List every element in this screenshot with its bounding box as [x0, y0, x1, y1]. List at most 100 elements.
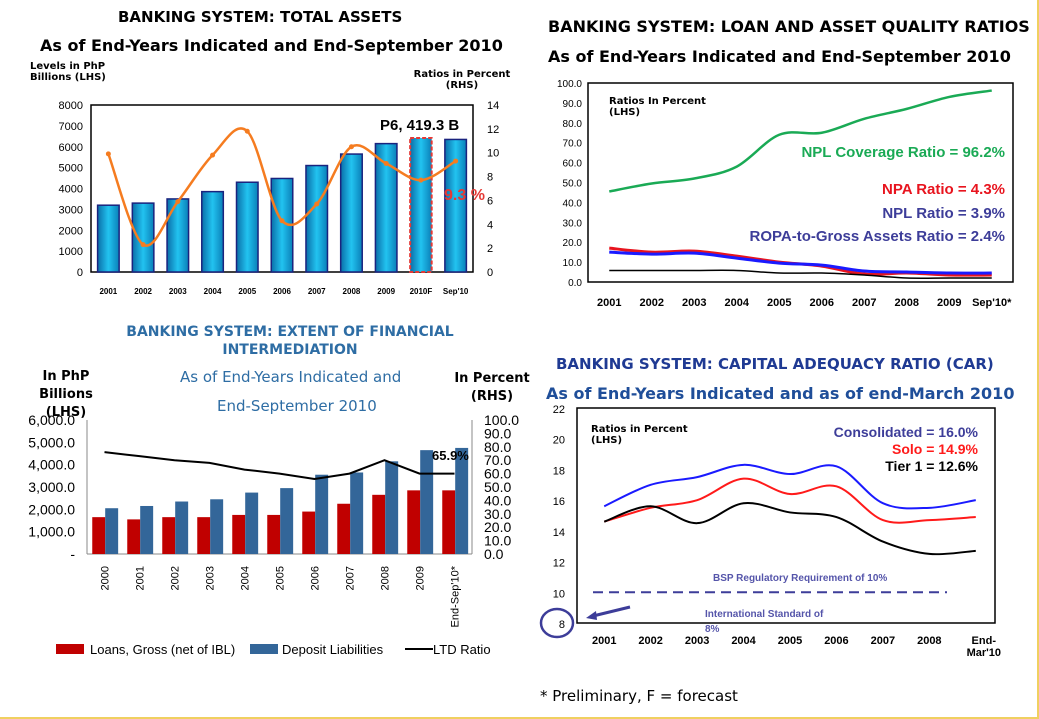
- intermediation-y2-tick: 80.0: [484, 439, 511, 455]
- quality-plot-area: [587, 82, 1014, 283]
- quality-y-tick: 90.0: [563, 99, 583, 110]
- car-x-tick: 2006: [824, 635, 848, 647]
- car-series-label: Consolidated = 16.0%: [834, 424, 979, 440]
- assets-y2-tick: 14: [487, 100, 499, 112]
- assets-ratio-point: [348, 144, 354, 150]
- quality-y-tick: 30.0: [563, 218, 583, 229]
- car-y-tick: 12: [553, 558, 565, 570]
- deposits-bar: [455, 447, 469, 554]
- loans-bar: [302, 511, 316, 554]
- legend-label: LTD Ratio: [433, 642, 491, 657]
- intermediation-subtitle-2: End-September 2010: [217, 397, 377, 415]
- quality-y-tick: 40.0: [563, 198, 583, 209]
- intermediation-title: BANKING SYSTEM: EXTENT OF FINANCIAL INTE…: [126, 324, 454, 358]
- loans-bar: [127, 519, 141, 554]
- loans-bar: [232, 514, 246, 554]
- assets-ratio-point: [279, 218, 285, 224]
- assets-x-tick: 2001: [99, 287, 117, 296]
- intermediation-y2-tick: 100.0: [484, 412, 519, 428]
- intl-standard-circle: [539, 607, 575, 639]
- assets-x-tick: 2005: [238, 287, 256, 296]
- quality-x-tick: 2002: [640, 297, 664, 309]
- car-x-tick: 2001: [592, 635, 616, 647]
- legend-label: Deposit Liabilities: [282, 642, 384, 657]
- ltd-ratio-line: [104, 451, 455, 480]
- quality-y-tick: 20.0: [563, 238, 583, 249]
- quality-y-tick: 80.0: [563, 119, 583, 130]
- quality-series-label: NPA Ratio = 4.3%: [882, 181, 1005, 198]
- quality-x-tick: 2004: [725, 297, 750, 309]
- quality-x-tick: 2006: [810, 297, 834, 309]
- intermediation-y-tick: 1,000.0: [28, 524, 75, 540]
- assets-x-tick: 2008: [343, 287, 361, 296]
- assets-bar: [305, 164, 329, 273]
- intermediation-x-tick: 2004: [240, 566, 252, 590]
- intermediation-y2-tick: 50.0: [484, 479, 511, 495]
- quality-series-label: NPL Ratio = 3.9%: [882, 205, 1005, 222]
- assets-ratio-point: [418, 177, 424, 183]
- assets-ratio-point: [244, 128, 250, 134]
- car-y-tick: 16: [553, 496, 565, 508]
- assets-ratio-point: [383, 160, 389, 166]
- assets-x-tick: 2003: [169, 287, 187, 296]
- quality-y-tick: 100.0: [557, 79, 582, 90]
- intermediation-x-tick: 2008: [380, 566, 392, 590]
- car-subtitle: As of End-Years Indicated and as of end-…: [546, 384, 1015, 403]
- car-series-label: Tier 1 = 12.6%: [885, 458, 978, 474]
- intl-standard-label-2: 8%: [705, 624, 720, 635]
- assets-bar: [339, 153, 363, 273]
- intermediation-x-tick: 2006: [310, 566, 322, 590]
- intermediation-y2-tick: 30.0: [484, 506, 511, 522]
- car-title: BANKING SYSTEM: CAPITAL ADEQUACY RATIO (…: [556, 355, 994, 373]
- intermediation-y-tick: 5,000.0: [28, 434, 75, 450]
- assets-x-tick: 2004: [204, 287, 222, 296]
- legend-label: Loans, Gross (net of IBL): [90, 642, 235, 657]
- assets-x-tick: Sep'10: [443, 287, 469, 296]
- quality-series-label: NPL Coverage Ratio = 96.2%: [801, 144, 1005, 161]
- loans-bar: [162, 517, 176, 554]
- car-series-line: [603, 477, 976, 524]
- loans-bar: [92, 517, 106, 554]
- deposits-bar: [420, 450, 434, 554]
- car-x-tick: 2008: [917, 635, 941, 647]
- quality-y-tick: 60.0: [563, 159, 583, 170]
- intermediation-x-tick: End-Sep'10*: [450, 565, 462, 627]
- quality-y-tick: 50.0: [563, 179, 583, 190]
- assets-bar: [131, 202, 155, 273]
- deposits-bar: [315, 474, 329, 554]
- car-x-tick: 2005: [778, 635, 802, 647]
- assets-ratio-point: [453, 158, 459, 164]
- car-series-line: [603, 463, 976, 510]
- assets-ratio-point: [210, 152, 216, 158]
- intermediation-ylabel: In PhP Billions (LHS): [39, 369, 93, 420]
- assets-x-tick: 2006: [273, 287, 291, 296]
- assets-y2-tick: 4: [487, 219, 493, 231]
- footer-note: * Preliminary, F = forecast: [540, 687, 738, 705]
- assets-ratio-point: [140, 242, 146, 248]
- assets-annotation-ratio: 9.3 %: [444, 187, 485, 204]
- loans-bar: [442, 490, 456, 554]
- legend-swatch: [250, 644, 278, 654]
- car-plot-area: [576, 407, 996, 624]
- quality-x-tick: 2009: [937, 297, 961, 309]
- assets-y-tick: 2000: [59, 225, 83, 237]
- assets-bar: [201, 190, 225, 273]
- intermediation-x-tick: 2002: [170, 566, 182, 590]
- deposits-bar: [350, 472, 364, 554]
- quality-y-tick: 10.0: [563, 258, 583, 269]
- quality-subtitle: As of End-Years Indicated and End-Septem…: [548, 47, 1011, 66]
- car-y-tick: 18: [553, 465, 565, 477]
- intermediation-y-tick: 4,000.0: [28, 457, 75, 473]
- assets-annotation-total: P6, 419.3 B: [380, 117, 459, 134]
- car-x-tick: 2004: [731, 635, 756, 647]
- loans-bar: [197, 517, 211, 554]
- quality-y-tick: 70.0: [563, 139, 583, 150]
- intermediation-x-tick: 2001: [135, 566, 147, 590]
- deposits-bar: [210, 499, 224, 554]
- arrow-icon: [592, 605, 631, 618]
- assets-y2-tick: 2: [487, 243, 493, 255]
- quality-ylabel: Ratios In Percent (LHS): [609, 96, 706, 118]
- intermediation-x-tick: 2005: [275, 566, 287, 590]
